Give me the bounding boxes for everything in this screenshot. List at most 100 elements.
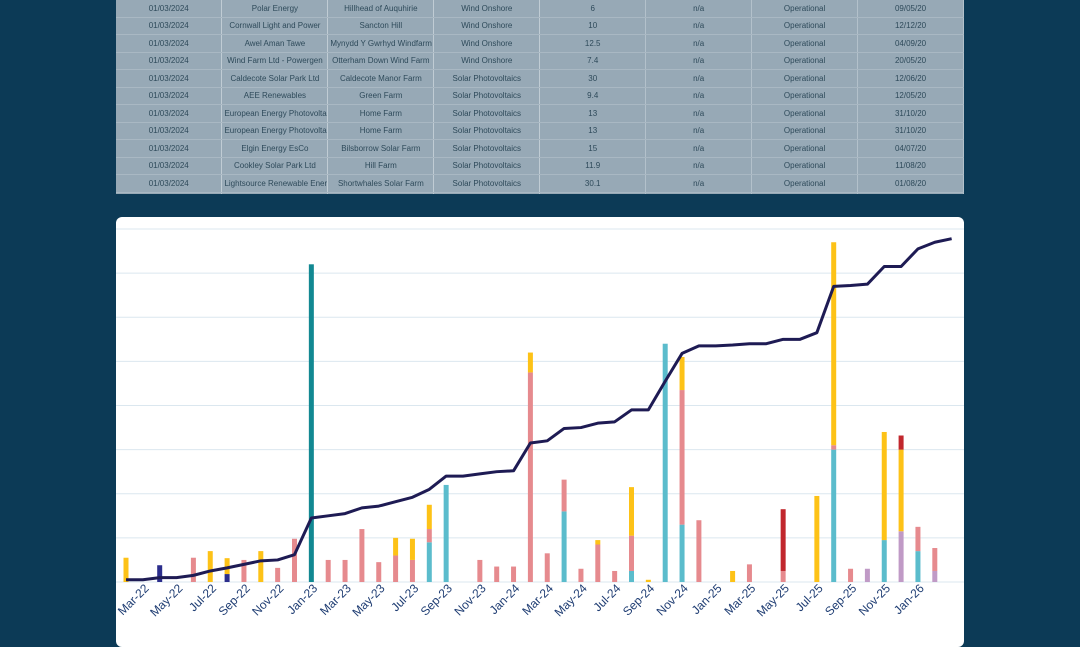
table-cell: 7.5	[539, 192, 647, 194]
bar-segment	[864, 568, 870, 582]
table-cell: 31/10/20	[857, 104, 964, 123]
bar-segment	[157, 565, 163, 582]
bar-segment	[426, 542, 432, 582]
cumulative-line-path	[126, 237, 952, 582]
table-cell: Solar Photovoltaics	[433, 139, 541, 158]
x-tick-label: Jan-24	[487, 581, 523, 617]
table-cell: n/a	[645, 192, 753, 194]
x-tick-label: Sep-23	[418, 581, 455, 618]
table-cell: Solar Photovoltaics	[433, 87, 541, 105]
table-cell: Operational	[751, 174, 859, 193]
table-cell: Caldecote Manor Farm	[327, 69, 435, 88]
bar-segment	[359, 529, 365, 582]
bar-segment	[915, 551, 921, 582]
table-cell: EfW Incineration	[433, 192, 541, 194]
bar-segment	[814, 495, 820, 582]
bar-segment	[511, 566, 517, 582]
table-cell: Otterham Down Wind Farm	[327, 52, 435, 70]
table-row: 01/03/2024 Elgin Energy EsCo Bilsborrow So…	[116, 139, 964, 158]
bar-segment	[662, 343, 668, 582]
table-cell: Hill Farm	[327, 157, 435, 175]
bar-segment	[932, 548, 938, 571]
bar-segment	[342, 559, 348, 582]
table-cell: Bilsborrow Solar Farm	[327, 139, 435, 158]
bar-segment	[780, 509, 786, 571]
table-cell: n/a	[645, 0, 753, 18]
bar-segment	[932, 570, 938, 582]
table-cell: Cornwall Light and Power	[221, 17, 329, 35]
table-cell: 01/03/20	[857, 192, 964, 194]
table-cell: 01/03/2024	[116, 104, 223, 123]
table-cell: 01/03/2024	[116, 192, 223, 194]
table-cell: Operational	[751, 157, 859, 175]
table-cell: 30	[539, 69, 647, 88]
x-tick-label: Nov-22	[249, 581, 286, 618]
bar-segment	[578, 568, 584, 582]
table-cell: n/a	[645, 17, 753, 35]
table-cell: Lightsource Renewable Energy	[221, 174, 329, 193]
table-cell: 11.9	[539, 157, 647, 175]
bar-segment	[561, 511, 567, 582]
table-cell: 01/03/2024	[116, 34, 223, 53]
table-cell: European Energy Photovoltaics	[221, 122, 329, 140]
table-cell: 01/03/2024	[116, 69, 223, 88]
bar-segment	[645, 579, 651, 582]
table-cell: Solar Photovoltaics	[433, 122, 541, 140]
bar-segment	[426, 504, 432, 530]
table-row: 01/03/2024Tees Waste ProjectMillerhill E…	[116, 192, 964, 194]
table-cell: Green Farm	[327, 87, 435, 105]
table-cell: 6	[539, 0, 647, 18]
table-cell: 31/10/20	[857, 122, 964, 140]
bar-segment	[746, 564, 752, 582]
bar-segment	[629, 535, 634, 571]
table-cell: Operational	[751, 192, 859, 194]
x-tick-label: May-23	[349, 581, 387, 619]
bar-segment	[443, 484, 449, 582]
table-cell: n/a	[645, 104, 753, 123]
bar-segment	[207, 551, 213, 582]
table-cell: Elgin Energy EsCo	[221, 139, 329, 158]
bar-segment	[831, 449, 837, 582]
table-cell: Home Farm	[327, 104, 435, 123]
table-cell: 01/03/2024	[116, 87, 223, 105]
table-cell: Solar Photovoltaics	[433, 174, 541, 193]
bar-segment	[258, 551, 264, 582]
bar-segment	[629, 570, 634, 582]
table-row: 01/03/2024 Cookley Solar Park Ltd Hill Far…	[116, 157, 964, 175]
bar-segment	[595, 544, 601, 582]
table-cell: Sancton Hill	[327, 17, 435, 35]
table-cell: 13	[539, 122, 647, 140]
bar-segment	[898, 435, 904, 450]
bar-segment	[527, 372, 533, 582]
table-cell: Mynydd Y Gwrhyd Windfarm	[327, 34, 435, 53]
bar-segment	[224, 574, 230, 582]
cumulative-line	[126, 237, 952, 582]
x-tick-label: Nov-23	[451, 581, 488, 618]
bar-segment	[629, 487, 634, 536]
table-cell: Operational	[751, 34, 859, 53]
x-tick-label: Jul-23	[388, 581, 421, 614]
table-cell: 12/05/20	[857, 87, 964, 105]
table-row: 01/03/2024 Caldecote Solar Park Ltd Caldec…	[116, 69, 964, 88]
table-row: 01/03/2024 Cornwall Light and Power Sancto…	[116, 17, 964, 35]
table-cell: 01/03/2024	[116, 174, 223, 193]
table-cell: Operational	[751, 69, 859, 88]
bar-segment	[325, 559, 331, 582]
table-cell: Operational	[751, 87, 859, 105]
bar-segment	[898, 449, 904, 532]
table-row: 01/03/2024 AEE Renewables Green Farm Solar …	[116, 87, 964, 105]
table-cell: Wind Farm Ltd - Powergen	[221, 52, 329, 70]
bar-segment	[544, 553, 550, 582]
table-cell: 09/05/20	[857, 0, 964, 18]
table-cell: 01/03/2024	[116, 52, 223, 70]
table-cell: n/a	[645, 139, 753, 158]
x-tick-label: Jan-23	[284, 581, 320, 617]
table-cell: n/a	[645, 34, 753, 53]
bar-segment	[292, 538, 297, 582]
table-row: 01/03/2024 European Energy Photovoltaics H…	[116, 104, 964, 123]
table-cell: Cookley Solar Park Ltd	[221, 157, 329, 175]
bars	[123, 242, 938, 582]
bar-segment	[561, 479, 567, 512]
